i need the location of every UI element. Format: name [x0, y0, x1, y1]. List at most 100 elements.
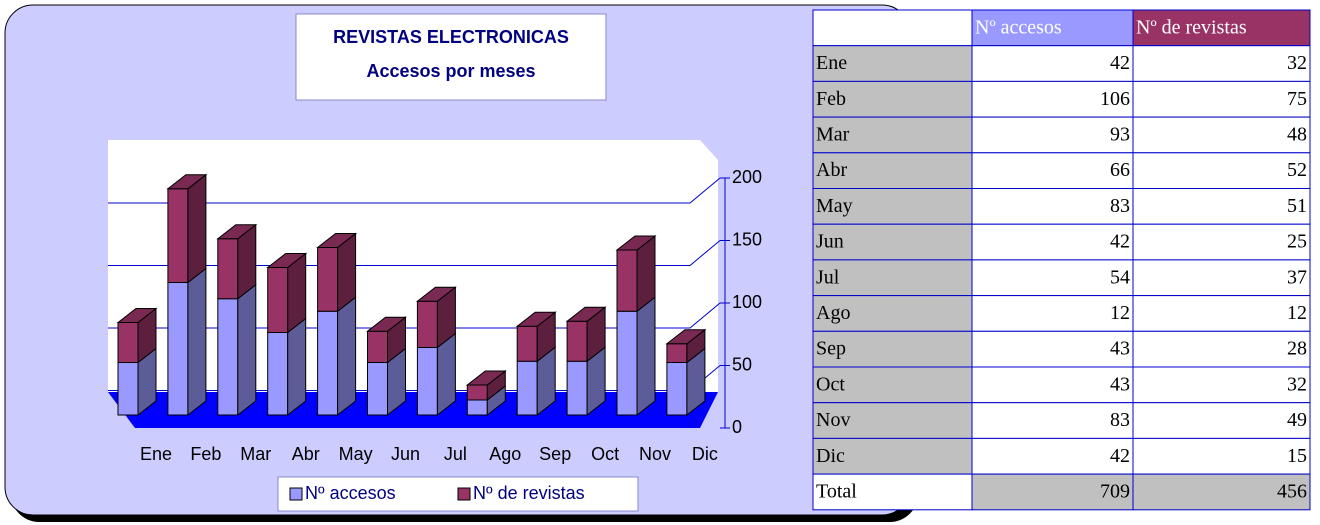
- bar: [566, 346, 606, 417]
- cell-text: 37: [1287, 266, 1307, 288]
- x-tick-label: Jun: [391, 444, 420, 464]
- x-tick-label: Ene: [140, 444, 172, 464]
- cell-text: Jun: [816, 231, 844, 253]
- table-cell: [812, 259, 973, 297]
- cell-text: 42: [1110, 445, 1130, 467]
- table-cell: [971, 402, 1134, 439]
- floor: [108, 392, 718, 428]
- cell-text: 48: [1287, 124, 1307, 146]
- cell-text: 12: [1110, 302, 1130, 324]
- bar: [216, 223, 258, 300]
- table-cell: [971, 45, 1134, 82]
- cell-text: Jul: [816, 266, 840, 288]
- bar: [366, 316, 407, 364]
- table-cell: [971, 259, 1134, 297]
- table-cell: [1132, 295, 1311, 332]
- table-cell: [971, 437, 1134, 475]
- bar-top: [665, 329, 707, 345]
- table-cell: [1132, 259, 1311, 297]
- table-cell: [812, 473, 973, 511]
- bar: [615, 234, 657, 313]
- y-tick-label: 150: [732, 229, 762, 249]
- cell-text: 106: [1100, 88, 1130, 110]
- bar-top: [366, 316, 407, 332]
- cell-text: 66: [1110, 159, 1130, 181]
- bar: [166, 173, 208, 284]
- bar-top: [216, 224, 258, 240]
- cell-text: 32: [1287, 52, 1307, 74]
- table-cell: [812, 9, 973, 47]
- table-cell: [812, 188, 973, 225]
- cell-text: Feb: [816, 88, 846, 110]
- cell-text: 49: [1287, 409, 1307, 431]
- cell-text: Abr: [816, 159, 847, 181]
- x-tick-label: Ago: [489, 444, 521, 464]
- table-cell: [971, 295, 1134, 332]
- x-tick-label: Feb: [190, 444, 221, 464]
- table-cell: [812, 223, 973, 261]
- bar-top: [266, 253, 308, 268]
- table-cell: [812, 437, 973, 475]
- table-cell: [812, 295, 973, 332]
- table-cell: [1132, 45, 1311, 82]
- cell-text: Dic: [816, 445, 845, 467]
- cell-text: 93: [1110, 124, 1130, 146]
- cell-text: 456: [1277, 481, 1307, 503]
- bar: [266, 252, 308, 334]
- x-tick-label: Nov: [639, 444, 671, 464]
- cell-text: 52: [1287, 159, 1307, 181]
- cell-text: 83: [1110, 409, 1130, 431]
- table-cell: [812, 330, 973, 368]
- table-cell: [1132, 223, 1311, 261]
- bar: [565, 306, 607, 363]
- chart-subtitle: Accesos por meses: [366, 61, 535, 81]
- x-tick-label: Jul: [444, 444, 467, 464]
- y-tick-label: 50: [732, 354, 752, 374]
- bar-top: [615, 235, 657, 251]
- x-tick-label: Oct: [591, 444, 619, 464]
- bar-top: [166, 174, 208, 190]
- cell-text: Mar: [816, 124, 850, 146]
- cell-text: Sep: [816, 338, 846, 360]
- table-cell: [1132, 366, 1311, 404]
- cell-text: 32: [1287, 373, 1307, 395]
- table-cell: [1132, 9, 1311, 47]
- y-tick-label: 200: [732, 167, 762, 187]
- table-cell: [971, 223, 1134, 261]
- bar: [665, 328, 707, 364]
- table-cell: [971, 366, 1134, 404]
- cell-text: Ago: [816, 302, 850, 324]
- cell-text: 709: [1100, 481, 1130, 503]
- table-cell: [1132, 437, 1311, 475]
- bar: [217, 283, 257, 417]
- table-cell: [971, 473, 1134, 511]
- title-box: [295, 13, 607, 101]
- table-cell: [1132, 188, 1311, 225]
- table-cell: [971, 152, 1134, 190]
- table-cell: [1132, 402, 1311, 439]
- bar-top: [116, 308, 158, 323]
- table-cell: [1132, 116, 1311, 154]
- bar-top: [415, 286, 457, 302]
- table-cell: [1132, 80, 1311, 118]
- cell-text: 25: [1287, 231, 1307, 253]
- bar: [317, 296, 357, 417]
- x-tick-label: Sep: [539, 444, 571, 464]
- cell-text: May: [816, 195, 853, 217]
- cell-text: Nº de revistas: [1136, 16, 1247, 38]
- y-tick-label: 100: [732, 292, 762, 312]
- cell-text: 12: [1287, 302, 1307, 324]
- cell-text: 43: [1110, 338, 1130, 360]
- cell-text: 42: [1110, 231, 1130, 253]
- table-cell: [971, 116, 1134, 154]
- table-cell: [1132, 330, 1311, 368]
- y-tick-label: 0: [732, 417, 742, 437]
- cell-text: 51: [1287, 195, 1307, 217]
- table-cell: [812, 45, 973, 82]
- cell-text: 15: [1287, 445, 1307, 467]
- bar: [267, 317, 307, 417]
- bar: [367, 347, 406, 417]
- grid-line: [108, 177, 721, 204]
